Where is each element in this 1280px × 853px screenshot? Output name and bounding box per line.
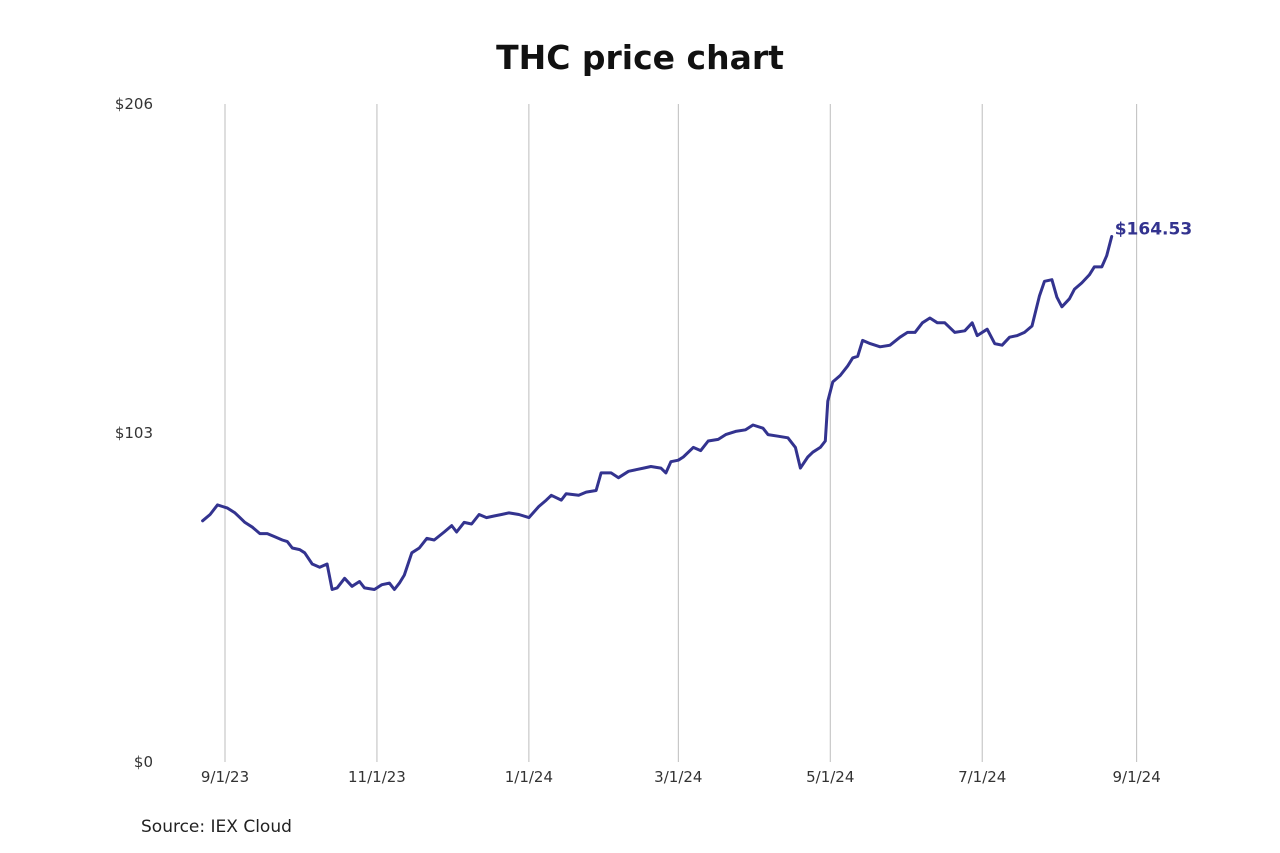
y-tick-label: $206 (115, 95, 153, 113)
x-tick-label: 9/1/24 (1112, 768, 1160, 786)
x-tick-label: 9/1/23 (201, 768, 249, 786)
grid-lines (224, 104, 1138, 762)
x-tick-label: 7/1/24 (958, 768, 1006, 786)
price-series (201, 235, 1114, 591)
x-tick-label: 1/1/24 (505, 768, 553, 786)
y-tick-label: $0 (134, 753, 153, 771)
x-tick-label: 11/1/23 (348, 768, 406, 786)
y-tick-label: $103 (115, 424, 153, 442)
last-value-annotation: $164.53 (1115, 219, 1192, 239)
price-line (201, 235, 1114, 591)
x-axis: 9/1/23 11/1/23 1/1/24 3/1/24 5/1/24 7/1/24 9/1… (201, 768, 1161, 786)
source-note: Source: IEX Cloud (141, 817, 292, 837)
x-tick-label: 3/1/24 (654, 768, 702, 786)
last-price-label: $164.53 (1115, 219, 1192, 239)
x-tick-label: 5/1/24 (806, 768, 854, 786)
y-axis: $0 $103 $206 (115, 95, 153, 771)
chart-title: THC price chart (496, 38, 784, 77)
